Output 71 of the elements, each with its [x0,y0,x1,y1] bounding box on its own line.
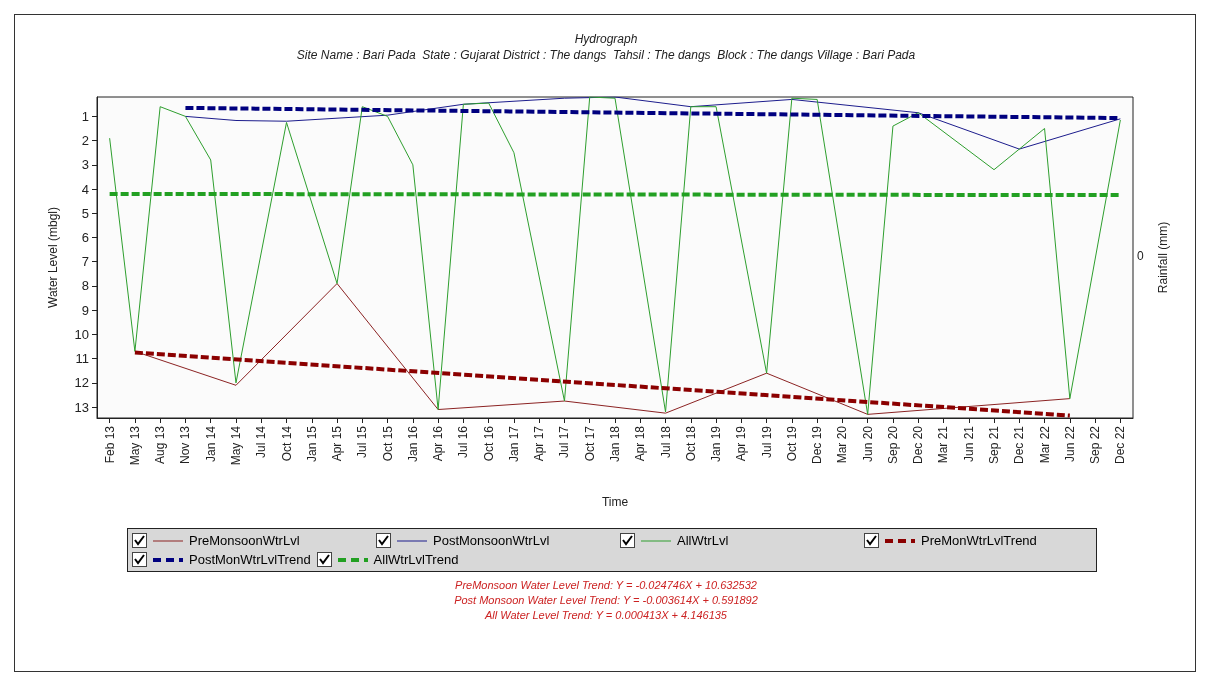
x-tick-label: Apr 18 [633,425,648,462]
x-tick-label: Jan 15 [304,425,319,463]
x-tick-label: Oct 18 [683,425,698,462]
x-tick-label: Nov 13 [178,425,193,465]
x-tick-label: Oct 16 [481,425,496,462]
text: All Water Level Trend: Y = 0.000413X + 4.146135 [483,608,728,623]
x-tick-label: Sep 20 [885,425,900,465]
x-tick-label: Jul 16 [456,425,471,459]
x-tick-label: Oct 15 [380,425,395,462]
text: Post Monsoon Water Level Trend: Y = -0.003614X + 0.591892 [453,593,759,608]
x-tick-label: Jul 17 [557,425,572,459]
y-tick-label: 3 [81,157,89,173]
line-series [184,96,1121,150]
x-tick-label: Apr 16 [431,425,446,462]
x-tick-label: Jul 15 [355,425,370,459]
x-tick-label: Jun 21 [961,425,976,463]
x-tick-label: Apr 17 [532,425,547,462]
legend-label: PostMonWtrLvlTrend [189,552,311,567]
x-tick-label: May 14 [228,425,243,466]
x-tick-label: Jan 14 [203,425,218,463]
y-tick-label: 6 [81,230,89,246]
x-tick-label: Sep 22 [1088,425,1103,465]
x-tick-label: Oct 14 [279,425,294,462]
y-tick-label: 10 [74,326,89,342]
y-tick-label: 8 [81,278,89,294]
x-tick-label: Jul 14 [254,425,269,459]
x-tick-label: Jan 18 [608,425,622,463]
x-tick-label: Mar 20 [835,425,850,464]
x-tick-label: Feb 13 [102,425,117,464]
y-tick-label: 4 [81,181,89,197]
x-tick-label: May 13 [127,425,142,466]
y-tick-label: 11 [75,351,89,367]
y2-axis-title: Rainfall (mm) [1156,221,1170,294]
x-tick-label: Jul 18 [658,425,673,459]
x-tick-label: Apr 19 [734,425,749,462]
y-tick-label: 7 [81,254,89,270]
legend-label: PreMonsoonWtrLvl [189,533,300,548]
x-tick-label: Jun 20 [860,425,875,463]
text: 0 [1137,249,1144,263]
x-tick-label: Oct 19 [784,425,799,462]
legend-label: AllWtrLvlTrend [373,552,459,567]
legend-label: AllWtrLvl [677,533,729,548]
line-series [109,96,1121,415]
x-tick-label: Dec 21 [1012,425,1027,465]
x-axis-title: Time [601,495,629,509]
x-tick-label: Jul 19 [759,425,774,459]
x-tick-label: Jan 17 [506,425,521,463]
x-tick-label: Sep 21 [987,425,1002,465]
x-tick-label: Dec 22 [1113,425,1128,465]
y-tick-label: 9 [81,302,89,318]
y-tick-label: 5 [81,205,89,221]
y-tick-label: 12 [74,375,89,391]
y-axis-title: Water Level (mbgl) [46,207,60,308]
x-tick-label: Jan 19 [709,425,724,463]
x-tick-label: Jan 16 [405,425,420,463]
legend-label: PreMonWtrLvlTrend [921,533,1037,548]
x-tick-label: Mar 22 [1037,425,1052,464]
text: PreMonsoon Water Level Trend: Y = -0.024746X + 10.632532 [454,578,758,593]
chart-subtitle: Site Name : Bari Pada State : Gujarat District : The dangs Tahsil : The dangs Block : The dangs Village : Bari Pada [296,48,916,62]
x-tick-label: Dec 19 [810,425,825,465]
x-tick-label: Dec 20 [911,425,926,465]
legend-label: PostMonsoonWtrLvl [433,533,550,548]
y-tick-label: 1 [81,108,89,124]
x-tick-label: Jun 22 [1062,425,1077,463]
x-tick-label: Apr 15 [330,425,345,462]
y-tick-label: 2 [81,133,89,149]
x-tick-label: Aug 13 [153,425,168,465]
x-tick-label: Mar 21 [936,425,951,464]
y-tick-label: 13 [74,399,89,415]
x-tick-label: Oct 17 [582,425,597,462]
chart-title: Hydrograph [574,32,638,46]
